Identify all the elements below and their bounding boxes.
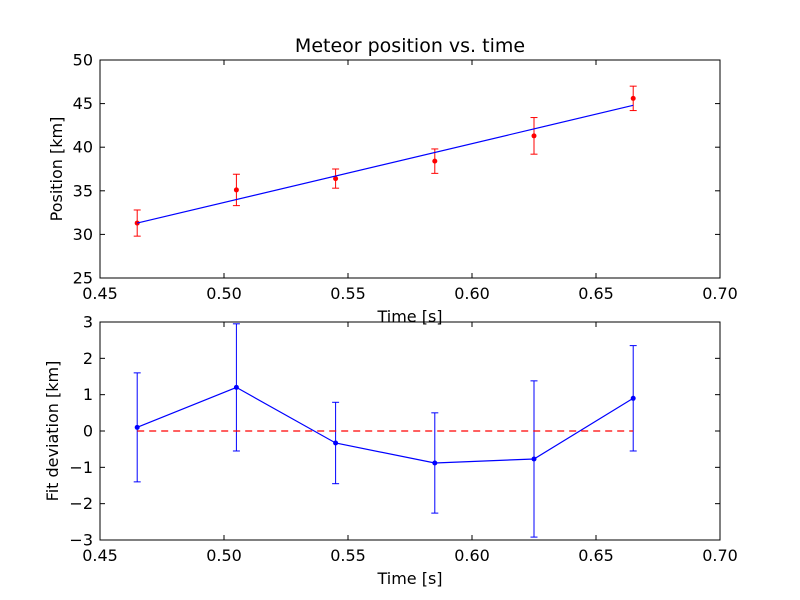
data-point: [333, 440, 339, 446]
y-tick-label: 25: [73, 269, 93, 288]
x-tick-label: 0.50: [206, 546, 242, 565]
x-axis-label: Time [s]: [376, 307, 442, 326]
data-point: [432, 158, 438, 164]
chart-title: Meteor position vs. time: [295, 35, 525, 57]
data-point: [531, 456, 537, 462]
x-tick-label: 0.55: [330, 546, 366, 565]
y-axis-label: Position [km]: [47, 117, 66, 222]
y-axis-label: Fit deviation [km]: [43, 361, 62, 502]
x-tick-label: 0.70: [702, 284, 738, 303]
x-tick-label: 0.70: [702, 546, 738, 565]
x-tick-label: 0.45: [82, 546, 118, 565]
y-tick-label: −2: [69, 494, 93, 513]
fit-line: [137, 104, 634, 224]
data-point: [630, 95, 636, 101]
x-axis-label: Time [s]: [376, 569, 442, 588]
y-tick-label: 3: [83, 313, 93, 332]
data-point: [233, 187, 239, 193]
data-point: [630, 395, 636, 401]
y-tick-label: −3: [69, 531, 93, 550]
x-tick-label: 0.60: [454, 284, 490, 303]
plot-frame: [99, 59, 721, 279]
x-tick-label: 0.65: [578, 546, 614, 565]
data-point: [432, 460, 438, 466]
x-tick-label: 0.45: [82, 284, 118, 303]
x-tick-label: 0.65: [578, 284, 614, 303]
y-tick-label: −1: [69, 458, 93, 477]
y-tick-label: 50: [73, 51, 93, 70]
x-tick-label: 0.55: [330, 284, 366, 303]
deviation-line: [136, 386, 634, 464]
deviation-chart: 0.45 0.50 0.55 0.60 0.65 0.70 −3 −2 −1 0 1 2 3 Time …: [43, 313, 738, 589]
x-tick-label: 0.60: [454, 546, 490, 565]
y-tick-label: 30: [73, 225, 93, 244]
plot-frame: [99, 321, 721, 541]
data-point: [134, 424, 140, 430]
y-tick-label: 35: [73, 181, 93, 200]
y-tick-label: 40: [73, 138, 93, 157]
y-tick-label: 0: [83, 422, 93, 441]
data-point: [233, 384, 239, 390]
x-tick-label: 0.50: [206, 284, 242, 303]
y-tick-label: 1: [83, 385, 93, 404]
position-chart: Meteor position vs. time 0.45 0.50 0.55 0.6…: [47, 35, 738, 326]
y-tick-label: 45: [73, 94, 93, 113]
y-tick-label: 2: [83, 349, 93, 368]
data-point: [531, 133, 537, 139]
data-point: [333, 176, 339, 182]
